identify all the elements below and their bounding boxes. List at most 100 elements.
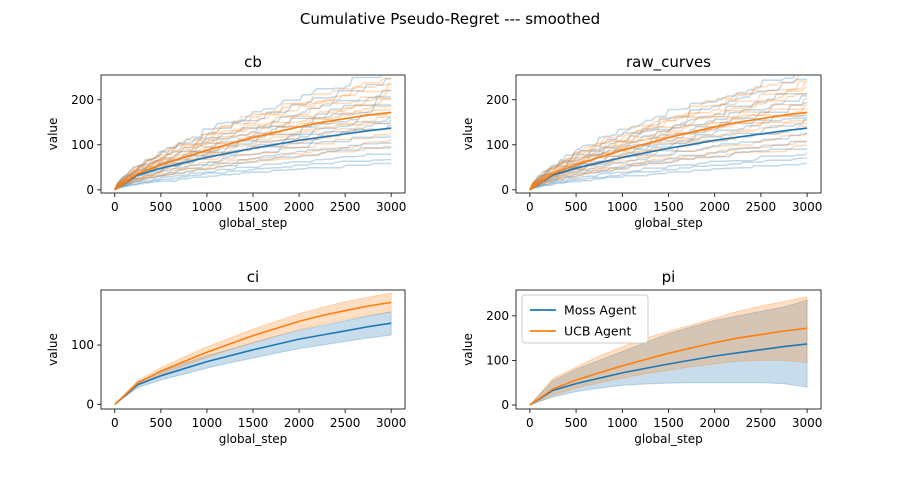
x-tick-label: 3000 — [376, 416, 407, 430]
panel-raw_curves: 0 500 1000 1500 2000 2500 3000 0 100 200 raw_curve… — [461, 53, 822, 230]
draw-line — [529, 98, 808, 191]
y-tick-label: 200 — [71, 93, 94, 107]
draw-line — [529, 75, 796, 191]
x-tick-label: 1500 — [238, 416, 269, 430]
y-tick-label: 200 — [486, 309, 509, 323]
legend-label: Moss Agent — [564, 303, 637, 318]
panel-title: ci — [247, 268, 259, 286]
plot-area — [529, 75, 808, 191]
x-tick-label: 1000 — [607, 200, 638, 214]
x-tick-label: 3000 — [792, 200, 823, 214]
draw-line — [529, 117, 808, 191]
draw-line — [529, 104, 808, 191]
draw-line — [529, 131, 808, 191]
draw-line — [114, 146, 392, 191]
draw-line — [529, 140, 808, 191]
draw-line — [114, 119, 392, 191]
draw-line — [114, 75, 382, 191]
x-tick-label: 2500 — [746, 200, 777, 214]
draw-line — [114, 105, 392, 191]
y-tick-label: 0 — [501, 183, 509, 197]
plot-area — [114, 75, 392, 191]
x-tick-label: 2000 — [284, 416, 315, 430]
x-tick-label: 2500 — [330, 200, 361, 214]
x-tick-label: 500 — [565, 416, 588, 430]
draw-line — [114, 135, 392, 191]
panels: 0 500 1000 1500 2000 2500 30000100200cbglobal_… — [46, 53, 822, 446]
y-tick-label: 100 — [71, 338, 94, 352]
y-axis-label: value — [46, 333, 60, 366]
draw-line — [529, 162, 808, 191]
draw-line — [114, 108, 392, 191]
draw-line — [529, 78, 808, 191]
draw-line — [114, 158, 392, 191]
x-tick-label: 1500 — [653, 200, 684, 214]
draw-line — [529, 80, 808, 191]
draw-line — [529, 92, 808, 191]
y-tick-label: 0 — [86, 183, 94, 197]
figure-title: Cumulative Pseudo-Regret --- smoothed — [300, 10, 600, 28]
draw-line — [114, 96, 392, 191]
draw-line — [529, 141, 808, 191]
plot-area — [114, 292, 392, 405]
draw-line — [114, 115, 392, 191]
x-tick-label: 2000 — [699, 200, 730, 214]
y-tick-label: 0 — [86, 397, 94, 411]
x-tick-label: 2000 — [699, 416, 730, 430]
draw-line — [114, 89, 392, 191]
series-line-moss-agent — [529, 343, 808, 406]
draw-line — [114, 83, 392, 191]
x-tick-label: 0 — [111, 200, 119, 214]
y-axis-label: value — [46, 118, 60, 151]
x-tick-label: 3000 — [792, 416, 823, 430]
x-tick-label: 0 — [526, 200, 534, 214]
draw-line — [529, 144, 808, 191]
x-axis-label: global_step — [219, 432, 288, 446]
x-tick-label: 2500 — [330, 416, 361, 430]
y-axis-label: value — [461, 118, 475, 151]
y-tick-label: 100 — [486, 138, 509, 152]
draw-line — [114, 98, 392, 191]
x-tick-label: 1000 — [192, 416, 223, 430]
draw-line — [114, 153, 392, 191]
series-line-ucb-agent — [114, 301, 392, 405]
series-line-ucb-agent — [529, 327, 808, 406]
draw-line — [529, 133, 808, 191]
panel-title: pi — [662, 268, 676, 286]
draw-line — [529, 152, 808, 191]
x-tick-label: 3000 — [376, 200, 407, 214]
y-tick-label: 100 — [486, 353, 509, 367]
draw-line — [114, 98, 392, 191]
draw-line — [114, 142, 392, 191]
draw-line — [529, 148, 808, 191]
y-axis-label: value — [461, 333, 475, 366]
panel-title: raw_curves — [626, 53, 711, 72]
band-moss-agent — [114, 311, 392, 405]
x-tick-label: 500 — [149, 416, 172, 430]
plot-area — [529, 296, 808, 406]
draw-line — [114, 116, 392, 191]
x-tick-label: 2000 — [284, 200, 315, 214]
draw-line — [529, 82, 808, 191]
draw-line — [529, 95, 808, 191]
x-tick-label: 0 — [526, 416, 534, 430]
draw-line — [114, 147, 392, 191]
series-line-moss-agent — [529, 127, 808, 191]
x-tick-label: 0 — [111, 416, 119, 430]
panel-ci: 0 500 1000 1500 2000 2500 3000 0 100 ci global_ste… — [46, 268, 406, 446]
series-line-moss-agent — [114, 127, 392, 191]
draw-line — [114, 162, 392, 191]
draw-line — [114, 139, 392, 191]
draw-line — [529, 157, 808, 191]
y-tick-label: 0 — [501, 398, 509, 412]
legend-label: UCB Agent — [564, 324, 632, 339]
x-axis-label: global_step — [634, 216, 703, 230]
draw-line — [114, 132, 392, 191]
x-tick-label: 500 — [565, 200, 588, 214]
x-tick-label: 1500 — [653, 416, 684, 430]
legend: Moss Agent UCB Agent — [521, 294, 649, 344]
series-line-moss-agent — [114, 322, 392, 405]
y-tick-label: 200 — [486, 93, 509, 107]
draw-line — [114, 89, 392, 191]
